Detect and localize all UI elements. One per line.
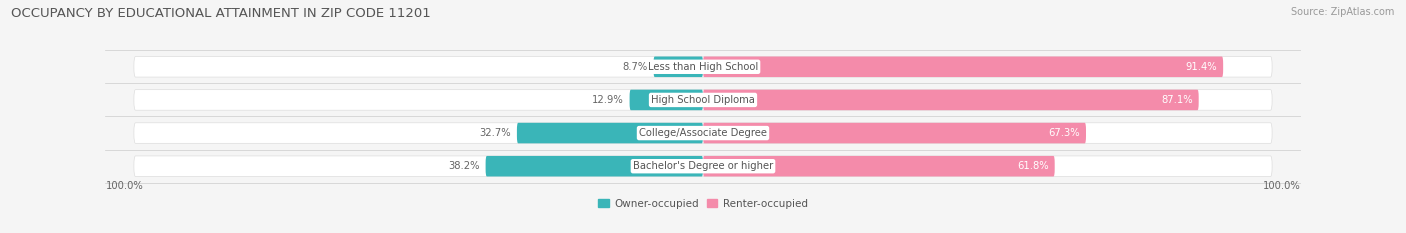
FancyBboxPatch shape (134, 57, 1272, 77)
Text: 100.0%: 100.0% (1263, 181, 1301, 191)
Text: 61.8%: 61.8% (1018, 161, 1049, 171)
FancyBboxPatch shape (703, 123, 1085, 143)
Text: 8.7%: 8.7% (623, 62, 648, 72)
Text: 32.7%: 32.7% (479, 128, 512, 138)
Text: 100.0%: 100.0% (105, 181, 143, 191)
Text: Source: ZipAtlas.com: Source: ZipAtlas.com (1291, 7, 1395, 17)
FancyBboxPatch shape (517, 123, 703, 143)
Text: 87.1%: 87.1% (1161, 95, 1192, 105)
Text: Less than High School: Less than High School (648, 62, 758, 72)
Text: 91.4%: 91.4% (1185, 62, 1218, 72)
FancyBboxPatch shape (703, 90, 1199, 110)
FancyBboxPatch shape (703, 156, 1054, 176)
Text: Bachelor's Degree or higher: Bachelor's Degree or higher (633, 161, 773, 171)
Text: 67.3%: 67.3% (1049, 128, 1080, 138)
Legend: Owner-occupied, Renter-occupied: Owner-occupied, Renter-occupied (595, 194, 811, 213)
Text: 12.9%: 12.9% (592, 95, 624, 105)
FancyBboxPatch shape (703, 57, 1223, 77)
FancyBboxPatch shape (630, 90, 703, 110)
FancyBboxPatch shape (134, 90, 1272, 110)
Text: College/Associate Degree: College/Associate Degree (638, 128, 768, 138)
FancyBboxPatch shape (134, 123, 1272, 143)
Text: High School Diploma: High School Diploma (651, 95, 755, 105)
FancyBboxPatch shape (654, 57, 703, 77)
FancyBboxPatch shape (134, 156, 1272, 176)
FancyBboxPatch shape (485, 156, 703, 176)
Text: OCCUPANCY BY EDUCATIONAL ATTAINMENT IN ZIP CODE 11201: OCCUPANCY BY EDUCATIONAL ATTAINMENT IN Z… (11, 7, 432, 20)
Text: 38.2%: 38.2% (449, 161, 479, 171)
